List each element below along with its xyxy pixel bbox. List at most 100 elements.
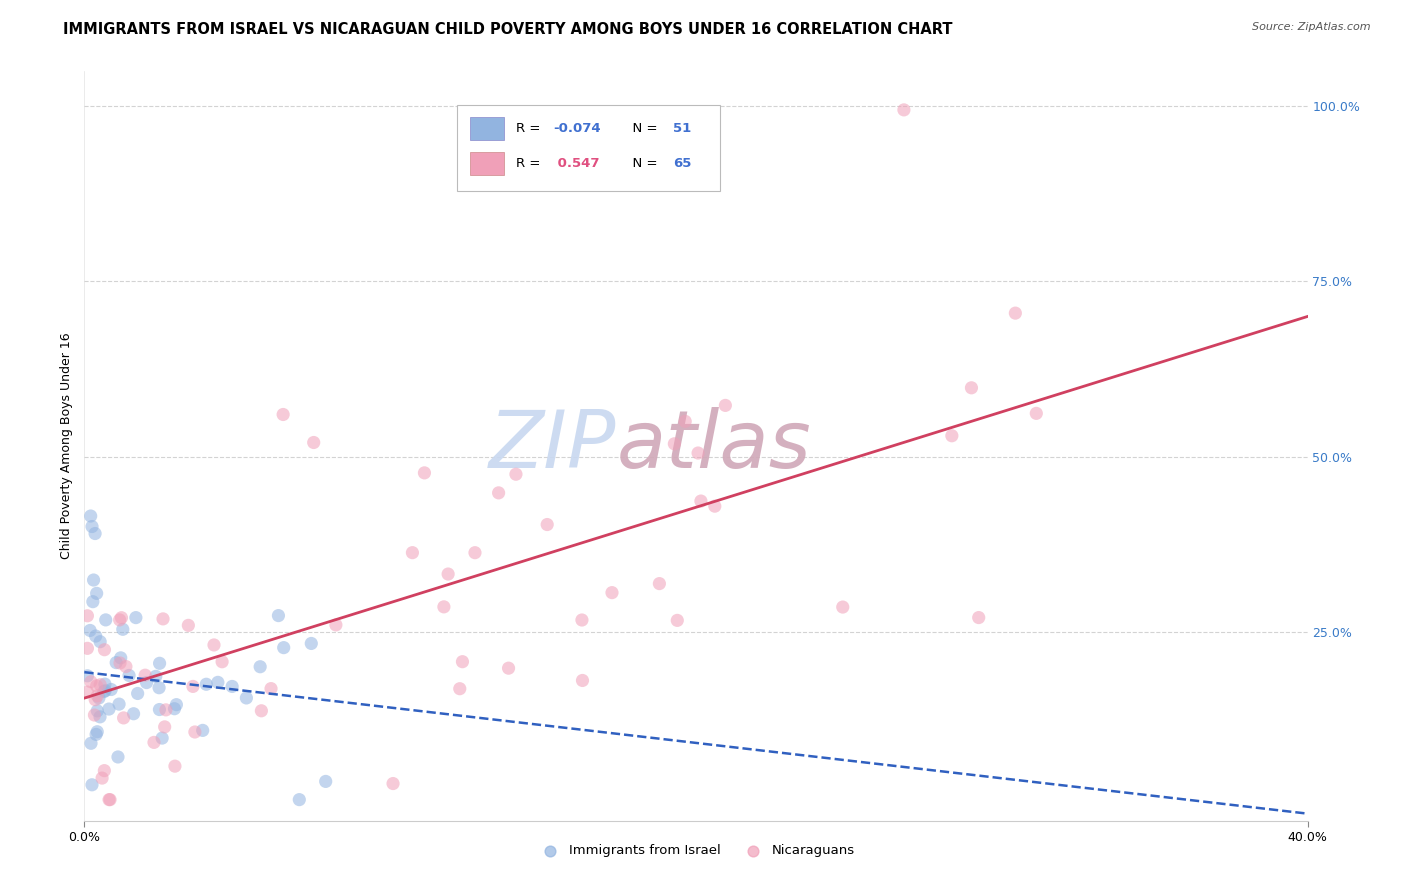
Point (600, 585, 623, 599)
Point (86, 689, 108, 703)
Point (148, 702, 170, 716)
Point (267, 608, 290, 623)
Point (571, 673, 593, 688)
Text: atlas: atlas (616, 407, 811, 485)
Point (149, 657, 172, 671)
Point (94, 683, 117, 698)
Point (134, 668, 156, 682)
Point (648, 576, 671, 591)
Point (1025, 406, 1047, 420)
Bar (470, 117, 503, 139)
Point (184, 725, 207, 739)
Point (86, 679, 108, 693)
FancyBboxPatch shape (457, 105, 720, 191)
Point (664, 437, 686, 451)
Point (89, 678, 111, 692)
Point (79, 624, 101, 638)
Point (135, 675, 157, 690)
Point (80, 736, 103, 750)
Point (155, 703, 177, 717)
Point (80, 778, 103, 792)
Point (76, 685, 98, 699)
Point (107, 750, 129, 764)
Point (115, 659, 138, 673)
Point (112, 711, 135, 725)
Point (93, 642, 115, 657)
Point (302, 435, 325, 450)
Point (100, 682, 122, 697)
Point (84, 629, 107, 643)
Point (98, 792, 121, 806)
Point (960, 381, 983, 395)
Point (177, 618, 200, 632)
Text: 65: 65 (672, 157, 692, 170)
Text: ZIP: ZIP (489, 407, 616, 485)
Point (110, 610, 132, 624)
Point (79, 509, 101, 524)
Point (163, 759, 186, 773)
Point (325, 618, 347, 632)
Point (163, 702, 186, 716)
Point (207, 675, 229, 690)
Point (82, 595, 104, 609)
Point (165, 698, 187, 712)
Point (93, 684, 115, 698)
Point (464, 546, 486, 560)
Point (941, 429, 963, 443)
Point (221, 680, 243, 694)
Point (260, 681, 283, 696)
Text: R =: R = (516, 122, 544, 135)
Text: 51: 51 (672, 122, 690, 135)
Point (536, 517, 558, 532)
Point (703, 499, 725, 513)
Text: IMMIGRANTS FROM ISRAEL VS NICARAGUAN CHILD POVERTY AMONG BOYS UNDER 16 CORRELATI: IMMIGRANTS FROM ISRAEL VS NICARAGUAN CHI… (63, 22, 953, 37)
Point (148, 681, 170, 695)
Point (87, 690, 110, 705)
Point (967, 610, 990, 624)
Point (690, 494, 713, 508)
Point (451, 655, 474, 669)
Point (145, 669, 167, 683)
Point (673, 414, 696, 428)
Point (127, 686, 149, 700)
Point (111, 622, 134, 636)
Point (666, 613, 689, 627)
Point (382, 776, 405, 790)
Point (89, 710, 111, 724)
Point (125, 610, 148, 624)
Y-axis label: Child Poverty Among Boys Under 16: Child Poverty Among Boys Under 16 (60, 333, 73, 559)
Point (84, 526, 107, 541)
Point (94, 613, 117, 627)
Point (108, 697, 131, 711)
Point (83, 708, 105, 723)
Point (153, 720, 176, 734)
Point (191, 723, 214, 738)
Point (89, 634, 111, 648)
Point (97, 702, 120, 716)
Point (84, 692, 107, 706)
Point (433, 599, 456, 614)
Point (86, 724, 108, 739)
Point (1004, 306, 1026, 320)
Bar (470, 153, 503, 175)
Point (122, 706, 145, 721)
Point (105, 656, 128, 670)
Point (83, 573, 105, 587)
Point (688, 446, 710, 460)
Text: R =: R = (516, 157, 544, 170)
Point (437, 567, 460, 582)
Point (299, 636, 322, 650)
Point (110, 651, 132, 665)
Point (195, 677, 218, 691)
Point (94, 677, 117, 691)
Text: N =: N = (624, 122, 662, 135)
Point (152, 612, 174, 626)
Point (181, 680, 204, 694)
Point (108, 613, 131, 627)
Point (108, 656, 131, 670)
Point (413, 466, 436, 480)
Point (76, 608, 98, 623)
Point (76, 669, 98, 683)
Point (714, 398, 737, 412)
Point (80, 519, 103, 533)
